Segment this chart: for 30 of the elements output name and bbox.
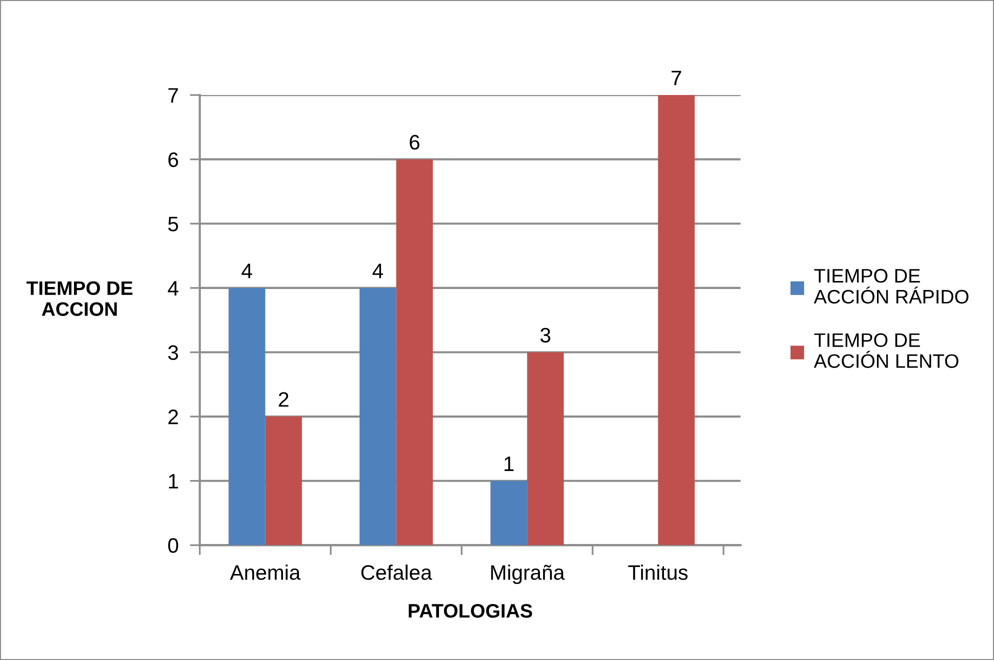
bar [527,352,564,546]
y-axis-title: TIEMPO DE ACCION [26,281,132,316]
data-label: 2 [278,392,288,407]
x-tick-label: Anemia [230,564,301,580]
data-label: 7 [672,70,682,86]
data-label: 6 [410,134,420,150]
bar [360,288,396,546]
y-tick-label: 6 [168,152,178,168]
data-label: 4 [242,264,252,278]
data-label: 4 [372,264,384,278]
x-axis-title: PATOLOGIAS [408,604,532,618]
x-tick-label: Cefalea [361,564,432,580]
y-tick-label: 7 [168,88,178,103]
y-tick-label: 0 [168,538,178,553]
y-tick-label: 2 [168,410,178,424]
y-tick-label: 3 [168,345,178,360]
legend-label: TIEMPO DE ACCIÓN LENTO [814,333,958,368]
data-label: 1 [504,456,514,471]
data-label: 3 [540,328,550,343]
y-tick-label: 1 [168,474,178,488]
legend-label: TIEMPO DE ACCIÓN RÁPIDO [814,268,968,304]
bar [396,159,433,546]
bar [228,288,266,546]
bar [265,416,302,546]
y-tick-label: 5 [168,216,178,232]
bar [658,95,695,546]
bar [490,480,528,546]
y-tick-label: 4 [168,281,178,296]
x-tick-label: Migraña [491,564,565,584]
x-tick-label: Tinitus [628,564,688,580]
